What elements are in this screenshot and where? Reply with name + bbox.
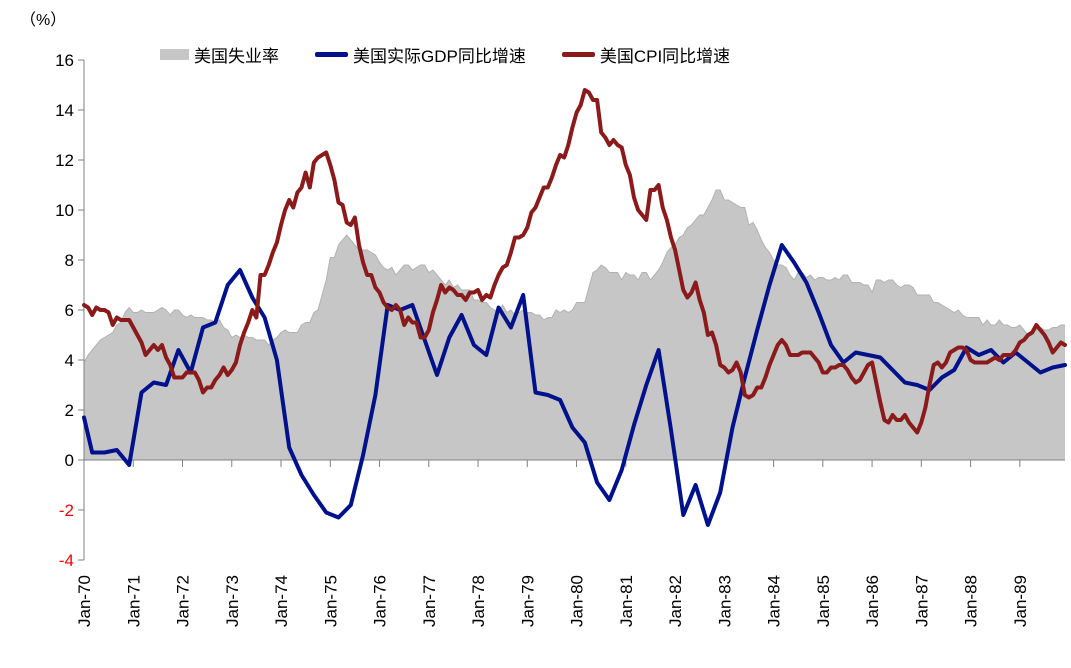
x-tick-label: Jan-74	[272, 575, 291, 627]
x-tick-label: Jan-88	[962, 575, 981, 627]
gdp-line-swatch	[315, 52, 348, 57]
legend-item-gdp: 美国实际GDP同比增速	[315, 42, 526, 67]
unemployment-area-edge	[83, 189, 1065, 363]
x-tick-label: Jan-78	[469, 575, 488, 627]
y-tick-label: 14	[55, 101, 74, 120]
y-tick-label: 6	[65, 301, 74, 320]
x-tick-label: Jan-71	[124, 575, 143, 627]
legend-item-cpi: 美国CPI同比增速	[561, 42, 731, 67]
legend-label-cpi: 美国CPI同比增速	[599, 47, 731, 66]
y-tick-label: 0	[65, 451, 74, 470]
y-tick-label: 4	[65, 351, 74, 370]
cpi-line-swatch	[561, 52, 595, 57]
x-tick-label: Jan-85	[814, 575, 833, 627]
x-tick-label: Jan-79	[518, 575, 537, 627]
x-tick-label: Jan-83	[715, 575, 734, 627]
y-axis-unit-label: （%）	[20, 12, 67, 29]
x-tick-label: Jan-84	[765, 575, 784, 627]
y-tick-label: 8	[65, 251, 74, 270]
unemployment-area	[84, 190, 1065, 460]
x-tick-label: Jan-87	[912, 575, 931, 627]
x-tick-label: Jan-70	[75, 575, 94, 627]
legend: 美国失业率 美国实际GDP同比增速 美国CPI同比增速	[160, 42, 730, 67]
x-tick-label: Jan-72	[174, 575, 193, 627]
y-tick-label: -2	[59, 501, 74, 520]
y-tick-label: 12	[55, 151, 74, 170]
x-tick-label: Jan-80	[568, 575, 587, 627]
unemployment-area-swatch	[160, 49, 189, 60]
x-tick-label: Jan-82	[666, 575, 685, 627]
x-tick-label: Jan-77	[420, 575, 439, 627]
x-tick-label: Jan-75	[321, 575, 340, 627]
y-tick-label: -4	[59, 551, 74, 570]
x-tick-label: Jan-89	[1011, 575, 1030, 627]
gdp-line	[82, 243, 1067, 527]
x-tick-label: Jan-76	[371, 575, 390, 627]
x-tick-label: Jan-73	[223, 575, 242, 627]
y-tick-label: 10	[55, 201, 74, 220]
x-tick-label: Jan-86	[863, 575, 882, 627]
legend-label-unemployment: 美国失业率	[194, 47, 279, 66]
legend-item-unemployment: 美国失业率	[160, 42, 279, 67]
cpi-line	[82, 88, 1067, 435]
y-tick-label: 2	[65, 401, 74, 420]
legend-label-gdp: 美国实际GDP同比增速	[353, 47, 526, 66]
x-tick-label: Jan-81	[617, 575, 636, 627]
y-tick-label: 16	[55, 51, 74, 70]
